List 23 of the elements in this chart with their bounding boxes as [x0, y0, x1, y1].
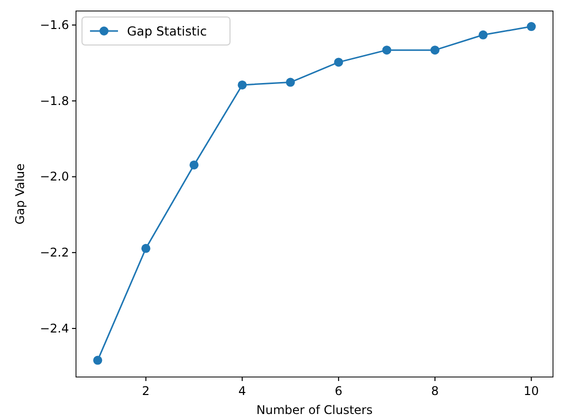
point: [238, 80, 247, 90]
y-tick-label: −1.8: [40, 94, 69, 108]
y-tick-label: −2.2: [40, 246, 69, 260]
x-tick-label: 4: [238, 384, 246, 398]
point: [478, 30, 488, 40]
point: [430, 46, 440, 55]
point: [141, 244, 150, 253]
x-tick-label: 10: [524, 384, 539, 398]
y-tick-label: −1.6: [40, 18, 69, 32]
x-axis-title: Number of Clusters: [256, 403, 373, 417]
point: [190, 160, 199, 170]
y-tick-label: −2.0: [40, 170, 69, 184]
x-tick-label: 2: [142, 384, 150, 398]
y-axis-title: Gap Value: [13, 163, 27, 225]
legend-label: Gap Statistic: [127, 24, 208, 38]
x-tick-label: 6: [334, 384, 342, 398]
point: [286, 78, 295, 87]
point: [382, 46, 392, 55]
y-tick-label: −2.4: [40, 321, 69, 336]
point: [334, 58, 344, 67]
point: [526, 22, 536, 32]
x-tick-label: 8: [431, 384, 439, 398]
point: [93, 356, 102, 365]
